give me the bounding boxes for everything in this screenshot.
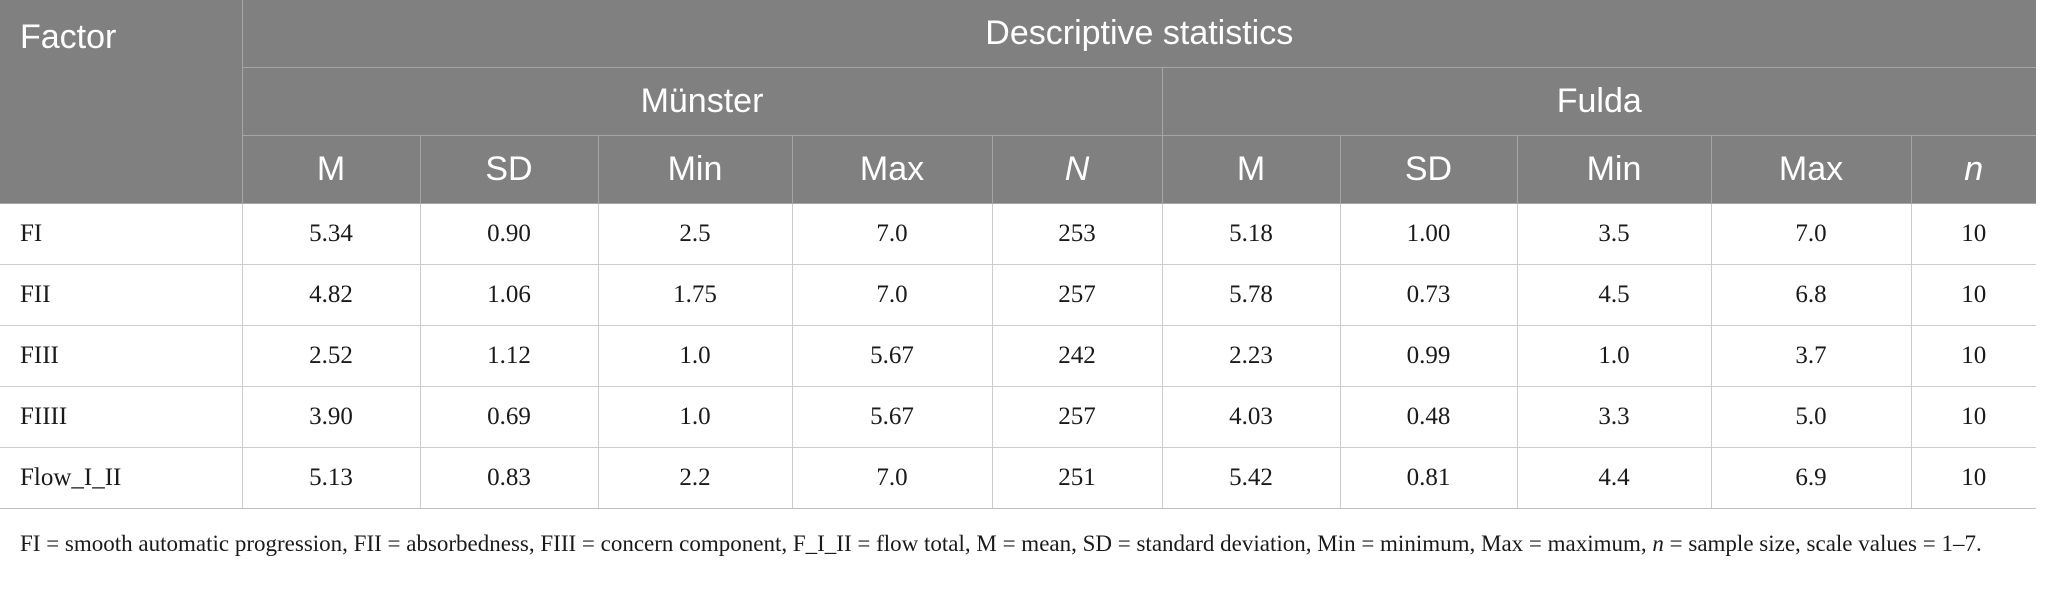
site-header-fulda: Fulda: [1161, 67, 2037, 136]
cell-muenster-sd: 1.12: [419, 325, 599, 387]
footnote-text-part2: = sample size, scale values = 1–7.: [1663, 531, 1982, 556]
cell-muenster-min: 2.2: [597, 447, 793, 509]
cell-muenster-n: 251: [991, 447, 1163, 509]
column-header-fulda-max: Max: [1710, 135, 1912, 204]
cell-fulda-sd: 0.81: [1339, 447, 1518, 509]
column-header-muenster-min: Min: [597, 135, 793, 204]
site-header-muenster: Münster: [241, 67, 1163, 136]
cell-muenster-n: 253: [991, 203, 1163, 265]
table-row: FI 5.34 0.90 2.5 7.0 253 5.18 1.00 3.5 7…: [0, 203, 2037, 265]
cell-muenster-m: 4.82: [241, 264, 421, 326]
cell-muenster-m: 5.13: [241, 447, 421, 509]
cell-fulda-sd: 0.48: [1339, 386, 1518, 448]
cell-fulda-sd: 1.00: [1339, 203, 1518, 265]
cell-fulda-m: 4.03: [1161, 386, 1341, 448]
column-header-fulda-m: M: [1161, 135, 1341, 204]
footnote-n-symbol: n: [1652, 531, 1664, 556]
table-footnote: FI = smooth automatic progression, FII =…: [20, 528, 2040, 560]
cell-fulda-n: 10: [1910, 325, 2037, 387]
cell-fulda-min: 4.5: [1516, 264, 1712, 326]
cell-fulda-sd: 0.73: [1339, 264, 1518, 326]
cell-muenster-sd: 0.69: [419, 386, 599, 448]
cell-muenster-m: 5.34: [241, 203, 421, 265]
cell-fulda-n: 10: [1910, 447, 2037, 509]
cell-fulda-max: 6.8: [1710, 264, 1912, 326]
table-row: FIII 2.52 1.12 1.0 5.67 242 2.23 0.99 1.…: [0, 325, 2037, 387]
cell-fulda-n: 10: [1910, 203, 2037, 265]
cell-muenster-n: 242: [991, 325, 1163, 387]
cell-fulda-min: 1.0: [1516, 325, 1712, 387]
descriptive-statistics-header: Descriptive statistics: [241, 0, 2037, 68]
row-factor-label: FI: [0, 203, 243, 265]
cell-fulda-m: 5.78: [1161, 264, 1341, 326]
cell-fulda-m: 2.23: [1161, 325, 1341, 387]
row-factor-label: FII: [0, 264, 243, 326]
table-row: Flow_I_II 5.13 0.83 2.2 7.0 251 5.42 0.8…: [0, 447, 2037, 509]
cell-muenster-max: 7.0: [791, 264, 993, 326]
cell-muenster-min: 1.0: [597, 386, 793, 448]
cell-muenster-max: 5.67: [791, 386, 993, 448]
cell-fulda-min: 3.3: [1516, 386, 1712, 448]
cell-fulda-max: 5.0: [1710, 386, 1912, 448]
cell-fulda-min: 3.5: [1516, 203, 1712, 265]
cell-muenster-max: 7.0: [791, 447, 993, 509]
table-row: FIIII 3.90 0.69 1.0 5.67 257 4.03 0.48 3…: [0, 386, 2037, 448]
row-factor-label: Flow_I_II: [0, 447, 243, 509]
column-header-muenster-sd: SD: [419, 135, 599, 204]
cell-fulda-max: 7.0: [1710, 203, 1912, 265]
column-header-fulda-min: Min: [1516, 135, 1712, 204]
cell-muenster-min: 1.0: [597, 325, 793, 387]
row-factor-label: FIIII: [0, 386, 243, 448]
cell-fulda-max: 3.7: [1710, 325, 1912, 387]
column-header-muenster-max: Max: [791, 135, 993, 204]
header-row-columns: M SD Min Max N M SD Min Max n: [0, 135, 2037, 204]
cell-muenster-sd: 0.83: [419, 447, 599, 509]
cell-fulda-max: 6.9: [1710, 447, 1912, 509]
table-row: FII 4.82 1.06 1.75 7.0 257 5.78 0.73 4.5…: [0, 264, 2037, 326]
column-header-muenster-n: N: [991, 135, 1163, 204]
descriptive-statistics-table: Factor Descriptive statistics Münster Fu…: [0, 0, 2037, 509]
column-header-fulda-sd: SD: [1339, 135, 1518, 204]
table-header: Factor Descriptive statistics Münster Fu…: [0, 0, 2037, 204]
footnote-text-part1: FI = smooth automatic progression, FII =…: [20, 531, 1653, 556]
cell-muenster-n: 257: [991, 386, 1163, 448]
cell-fulda-n: 10: [1910, 386, 2037, 448]
cell-muenster-max: 5.67: [791, 325, 993, 387]
cell-fulda-min: 4.4: [1516, 447, 1712, 509]
cell-fulda-sd: 0.99: [1339, 325, 1518, 387]
cell-fulda-m: 5.42: [1161, 447, 1341, 509]
cell-muenster-n: 257: [991, 264, 1163, 326]
column-header-muenster-m: M: [241, 135, 421, 204]
header-row-sites: Münster Fulda: [0, 67, 2037, 136]
cell-fulda-m: 5.18: [1161, 203, 1341, 265]
header-row-group: Factor Descriptive statistics: [0, 0, 2037, 204]
descriptive-statistics-table-container: Factor Descriptive statistics Münster Fu…: [0, 0, 2037, 509]
cell-muenster-max: 7.0: [791, 203, 993, 265]
cell-muenster-m: 3.90: [241, 386, 421, 448]
cell-muenster-min: 2.5: [597, 203, 793, 265]
cell-fulda-n: 10: [1910, 264, 2037, 326]
cell-muenster-sd: 0.90: [419, 203, 599, 265]
table-body: FI 5.34 0.90 2.5 7.0 253 5.18 1.00 3.5 7…: [0, 203, 2037, 509]
column-header-fulda-n: n: [1910, 135, 2037, 204]
row-factor-label: FIII: [0, 325, 243, 387]
cell-muenster-m: 2.52: [241, 325, 421, 387]
cell-muenster-sd: 1.06: [419, 264, 599, 326]
factor-column-header: Factor: [0, 0, 243, 204]
cell-muenster-min: 1.75: [597, 264, 793, 326]
